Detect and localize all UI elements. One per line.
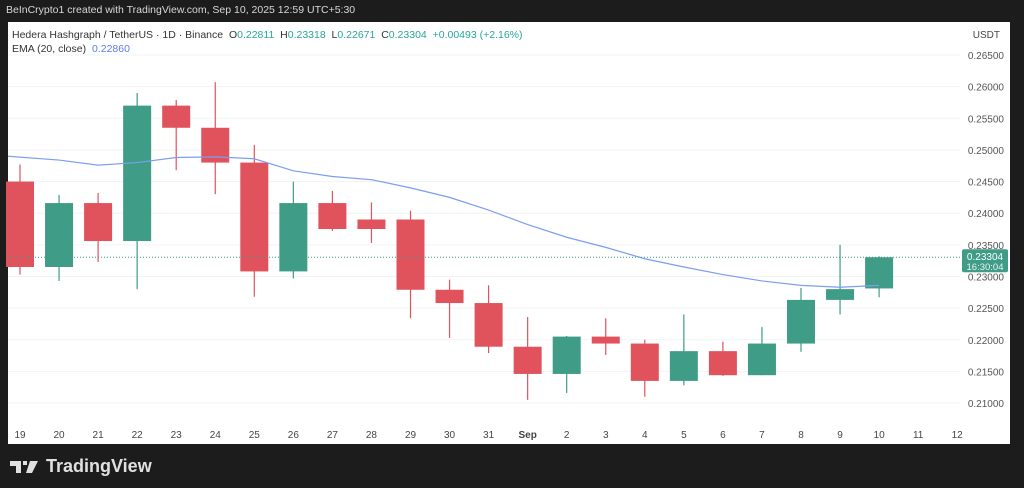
y-tick-label: 0.21000 <box>968 399 1005 410</box>
y-tick-label: 0.26500 <box>968 51 1005 62</box>
candle-up <box>45 203 74 267</box>
candle-up <box>279 203 308 272</box>
candle-up <box>747 343 776 376</box>
x-tick-label: 26 <box>288 430 300 441</box>
x-tick-label: 3 <box>603 430 609 441</box>
x-tick-label: Sep <box>518 430 536 441</box>
candle-down <box>357 219 386 230</box>
symbol-label: Hedera Hashgraph / TetherUS · 1D · Binan… <box>12 29 224 41</box>
candle-down <box>513 346 542 374</box>
candle-down <box>6 181 34 267</box>
x-tick-label: 27 <box>327 430 339 441</box>
x-tick-label: 29 <box>405 430 417 441</box>
y-tick-label: 0.26000 <box>968 83 1005 94</box>
x-tick-label: 20 <box>53 430 65 441</box>
ema-value: 0.22860 <box>91 43 130 55</box>
candle-down <box>435 289 464 304</box>
candle-down <box>396 219 425 290</box>
logo-text: TradingView <box>46 456 152 476</box>
candle-up <box>552 336 581 374</box>
x-tick-label: 25 <box>249 430 261 441</box>
open-value: 0.22811 <box>237 29 275 41</box>
x-tick-label: 22 <box>132 430 144 441</box>
low-value: 0.22671 <box>337 29 376 41</box>
candle-down <box>84 203 113 242</box>
tradingview-logo-icon <box>10 460 38 473</box>
candle-down <box>630 343 659 381</box>
candle-down <box>162 105 191 128</box>
x-tick-label: 2 <box>564 430 570 441</box>
x-tick-label: 9 <box>837 430 843 441</box>
chart-legend: Hedera Hashgraph / TetherUS · 1D · Binan… <box>12 28 523 56</box>
y-tick-label: 0.24000 <box>968 209 1005 220</box>
chart-credit: BeInCrypto1 created with TradingView.com… <box>6 4 356 16</box>
x-tick-label: 4 <box>642 430 648 441</box>
last-price-badge <box>962 249 1008 273</box>
close-value: 0.23304 <box>388 29 427 41</box>
y-tick-label: 0.23000 <box>968 272 1005 283</box>
x-tick-label: 31 <box>483 430 495 441</box>
symbol-ohlc-line: Hedera Hashgraph / TetherUS · 1D · Binan… <box>12 28 523 42</box>
y-tick-label: 0.25000 <box>968 146 1005 157</box>
x-tick-label: 28 <box>366 430 378 441</box>
candle-up <box>787 299 815 344</box>
y-tick-label: 0.22000 <box>968 336 1005 347</box>
x-tick-label: 23 <box>171 430 183 441</box>
candle-down <box>240 162 269 272</box>
close-label: C <box>381 29 389 41</box>
candle-up <box>669 351 698 381</box>
ema-line-legend: EMA (20, close) 0.22860 <box>12 42 523 56</box>
currency-label: USDT <box>973 30 1000 41</box>
candle-up <box>123 105 152 242</box>
y-tick-label: 0.21500 <box>968 367 1005 378</box>
candle-up <box>865 257 894 289</box>
x-tick-label: 10 <box>874 430 886 441</box>
y-tick-label: 0.24500 <box>968 178 1005 189</box>
candle-down <box>474 303 503 347</box>
high-label: H <box>280 29 288 41</box>
candle-countdown: 16:30:04 <box>967 262 1004 273</box>
x-tick-label: 21 <box>93 430 105 441</box>
ema-line <box>7 155 880 288</box>
x-tick-label: 19 <box>14 430 26 441</box>
x-tick-label: 11 <box>913 430 924 441</box>
y-tick-label: 0.22500 <box>968 304 1005 315</box>
candle-down <box>708 351 737 376</box>
ema-label: EMA (20, close) <box>12 43 87 55</box>
change-value: +0.00493 (+2.16%) <box>432 29 523 41</box>
x-tick-label: 6 <box>720 430 726 441</box>
x-tick-label: 8 <box>798 430 804 441</box>
last-price-value: 0.23304 <box>967 252 1004 263</box>
y-tick-label: 0.25500 <box>968 114 1005 125</box>
x-tick-label: 24 <box>210 430 222 441</box>
x-tick-label: 30 <box>444 430 456 441</box>
candle-down <box>591 336 620 344</box>
candle-up <box>826 289 855 300</box>
x-tick-label: 12 <box>952 430 964 441</box>
tradingview-logo: TradingView <box>10 456 152 477</box>
low-label: L <box>331 29 338 41</box>
candle-down <box>318 203 347 230</box>
x-tick-label: 7 <box>759 430 765 441</box>
y-tick-label: 0.23500 <box>968 241 1005 252</box>
open-label: O <box>228 29 238 41</box>
high-value: 0.23318 <box>287 29 326 41</box>
x-tick-label: 5 <box>681 430 687 441</box>
chart-panel[interactable] <box>8 22 1010 444</box>
